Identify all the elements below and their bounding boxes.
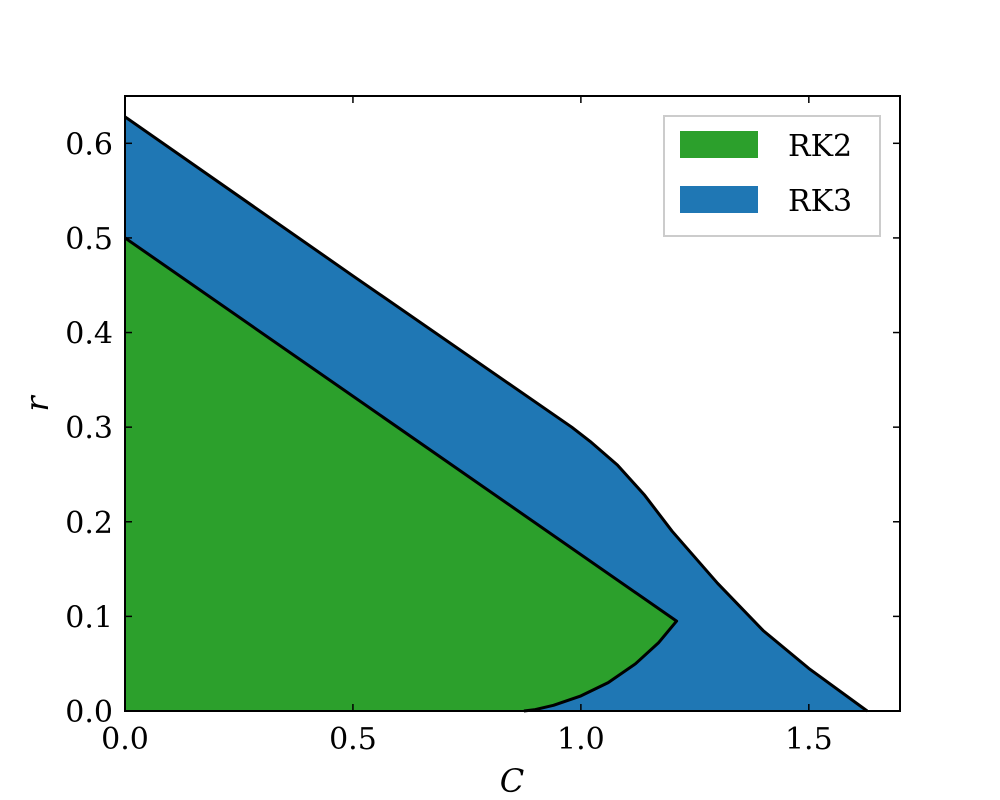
plot-frame xyxy=(124,95,901,712)
axes: 0.0 0.5 1.0 1.5 0.0 0.1 0.2 0.3 0.4 0.5 0.6 xyxy=(65,95,901,757)
legend-swatch-rk2 xyxy=(680,131,758,158)
y-tick-label: 0.6 xyxy=(65,127,113,162)
y-tick-label: 0.3 xyxy=(65,411,113,446)
x-tick-label: 1.5 xyxy=(785,722,833,757)
x-axis-label: C xyxy=(500,762,524,800)
x-tick-label: 0.0 xyxy=(101,722,149,757)
y-tick-label: 0.0 xyxy=(65,695,113,730)
legend-label-rk2: RK2 xyxy=(788,129,852,164)
y-tick-label: 0.4 xyxy=(65,317,113,352)
y-axis-label: r xyxy=(18,395,56,412)
legend-swatch-rk3 xyxy=(680,186,758,213)
x-tick-label: 1.0 xyxy=(557,722,605,757)
legend: RK2 RK3 xyxy=(663,115,881,237)
x-tick-label: 0.5 xyxy=(329,722,377,757)
y-tick-label: 0.5 xyxy=(65,222,113,257)
rk2-boundary-line xyxy=(124,236,679,713)
y-tick-label: 0.1 xyxy=(65,600,113,635)
y-tick-label: 0.2 xyxy=(65,506,113,541)
rk2-region xyxy=(125,237,677,711)
legend-label-rk3: RK3 xyxy=(788,184,852,219)
rk3-boundary-line xyxy=(124,115,869,713)
plot-area xyxy=(124,115,869,713)
